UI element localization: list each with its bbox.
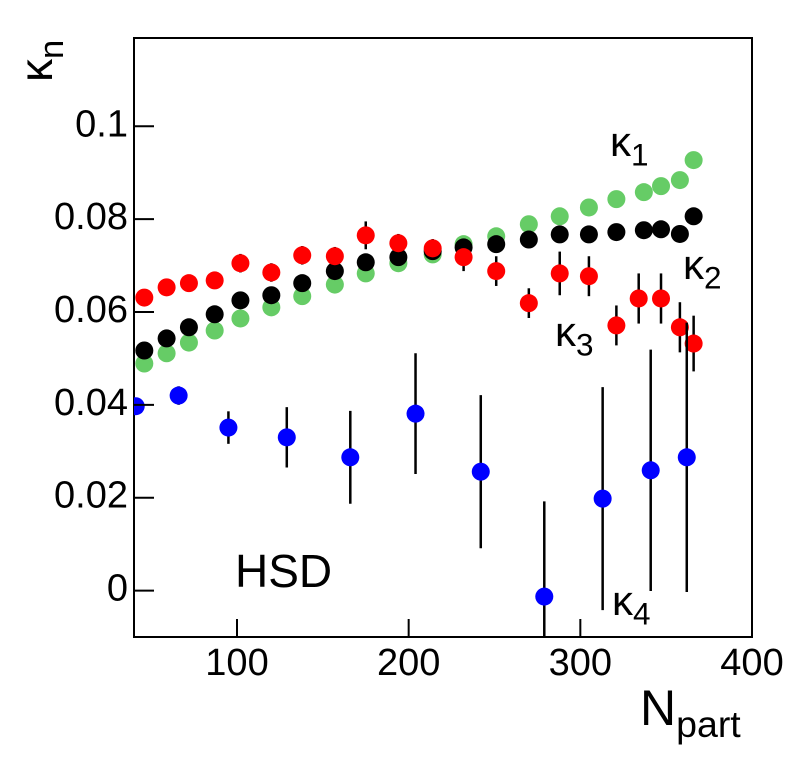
point: [134, 397, 145, 416]
point: [157, 278, 176, 297]
point: [550, 225, 569, 244]
point: [406, 404, 425, 423]
point: [262, 263, 281, 282]
point: [135, 288, 154, 307]
y-tick-label: 0.06: [54, 289, 128, 331]
y-tick-label: 0.04: [54, 382, 128, 424]
label: HSD: [235, 545, 332, 597]
label-text: κ: [555, 308, 577, 355]
point: [652, 177, 671, 196]
point: [179, 333, 198, 352]
point: [135, 354, 154, 373]
point: [293, 246, 312, 265]
point: [629, 289, 648, 308]
label: κ1: [610, 118, 649, 173]
x-tick-label: 100: [205, 642, 268, 684]
point: [487, 262, 506, 281]
point: [550, 264, 569, 283]
point: [179, 274, 198, 293]
point: [519, 230, 538, 249]
y-tick-label: 0.02: [54, 475, 128, 517]
point: [262, 286, 281, 305]
label: Npart: [640, 680, 741, 745]
point: [579, 225, 598, 244]
point: [670, 318, 689, 337]
point: [341, 448, 360, 467]
point: [325, 247, 344, 266]
point: [593, 489, 612, 508]
plot-area: [134, 151, 703, 637]
point: [579, 267, 598, 286]
point: [471, 462, 490, 481]
label-text: HSD: [235, 545, 332, 597]
point: [293, 287, 312, 306]
label-subscript: part: [676, 703, 741, 745]
label-subscript: 2: [704, 260, 722, 296]
x-tick-label: 200: [377, 642, 440, 684]
label-subscript: n: [33, 40, 71, 59]
point: [634, 183, 653, 202]
point: [231, 291, 250, 310]
point: [607, 316, 626, 335]
point: [219, 418, 238, 437]
point: [135, 341, 154, 360]
label-subscript: 3: [576, 327, 594, 363]
point: [652, 220, 671, 239]
x-tick-label: 400: [720, 642, 783, 684]
point: [205, 305, 224, 324]
point: [670, 224, 689, 243]
y-tick-label: 0.08: [54, 196, 128, 238]
point: [205, 271, 224, 290]
point: [535, 587, 554, 606]
point: [356, 253, 375, 272]
label-subscript: 1: [631, 137, 649, 173]
point: [670, 171, 689, 190]
point: [550, 207, 569, 226]
point: [684, 207, 703, 226]
point: [641, 461, 660, 480]
point: [389, 234, 408, 253]
label-text: κ: [683, 241, 705, 288]
point: [519, 215, 538, 234]
plot-frame: [133, 37, 753, 638]
point: [231, 309, 250, 328]
x-tick-label: 300: [549, 642, 612, 684]
point: [277, 428, 296, 447]
label-subscript: 4: [633, 596, 651, 632]
point: [487, 235, 506, 254]
label-text: N: [640, 680, 676, 736]
label: κ3: [555, 308, 594, 363]
point: [293, 274, 312, 293]
y-tick-label: 0: [107, 568, 128, 610]
point: [325, 262, 344, 281]
point: [652, 289, 671, 308]
label: κn: [10, 40, 71, 82]
point: [684, 151, 703, 170]
point: [677, 448, 696, 467]
point: [169, 386, 188, 405]
label-text: κ: [610, 118, 632, 165]
point: [579, 198, 598, 217]
y-tick-label: 0.1: [75, 103, 128, 145]
label: κ4: [612, 577, 651, 632]
point: [179, 318, 198, 337]
point: [454, 248, 473, 267]
point: [607, 223, 626, 242]
label: κ2: [683, 241, 722, 296]
point: [634, 221, 653, 240]
point: [607, 190, 626, 209]
point: [684, 334, 703, 353]
point: [231, 254, 250, 273]
point: [389, 248, 408, 267]
point: [205, 321, 224, 340]
label-text: κ: [10, 58, 62, 82]
point: [356, 226, 375, 245]
point: [423, 239, 442, 258]
point: [157, 329, 176, 348]
point: [157, 344, 176, 363]
point: [325, 275, 344, 294]
label-text: κ: [612, 577, 634, 624]
point: [519, 294, 538, 313]
